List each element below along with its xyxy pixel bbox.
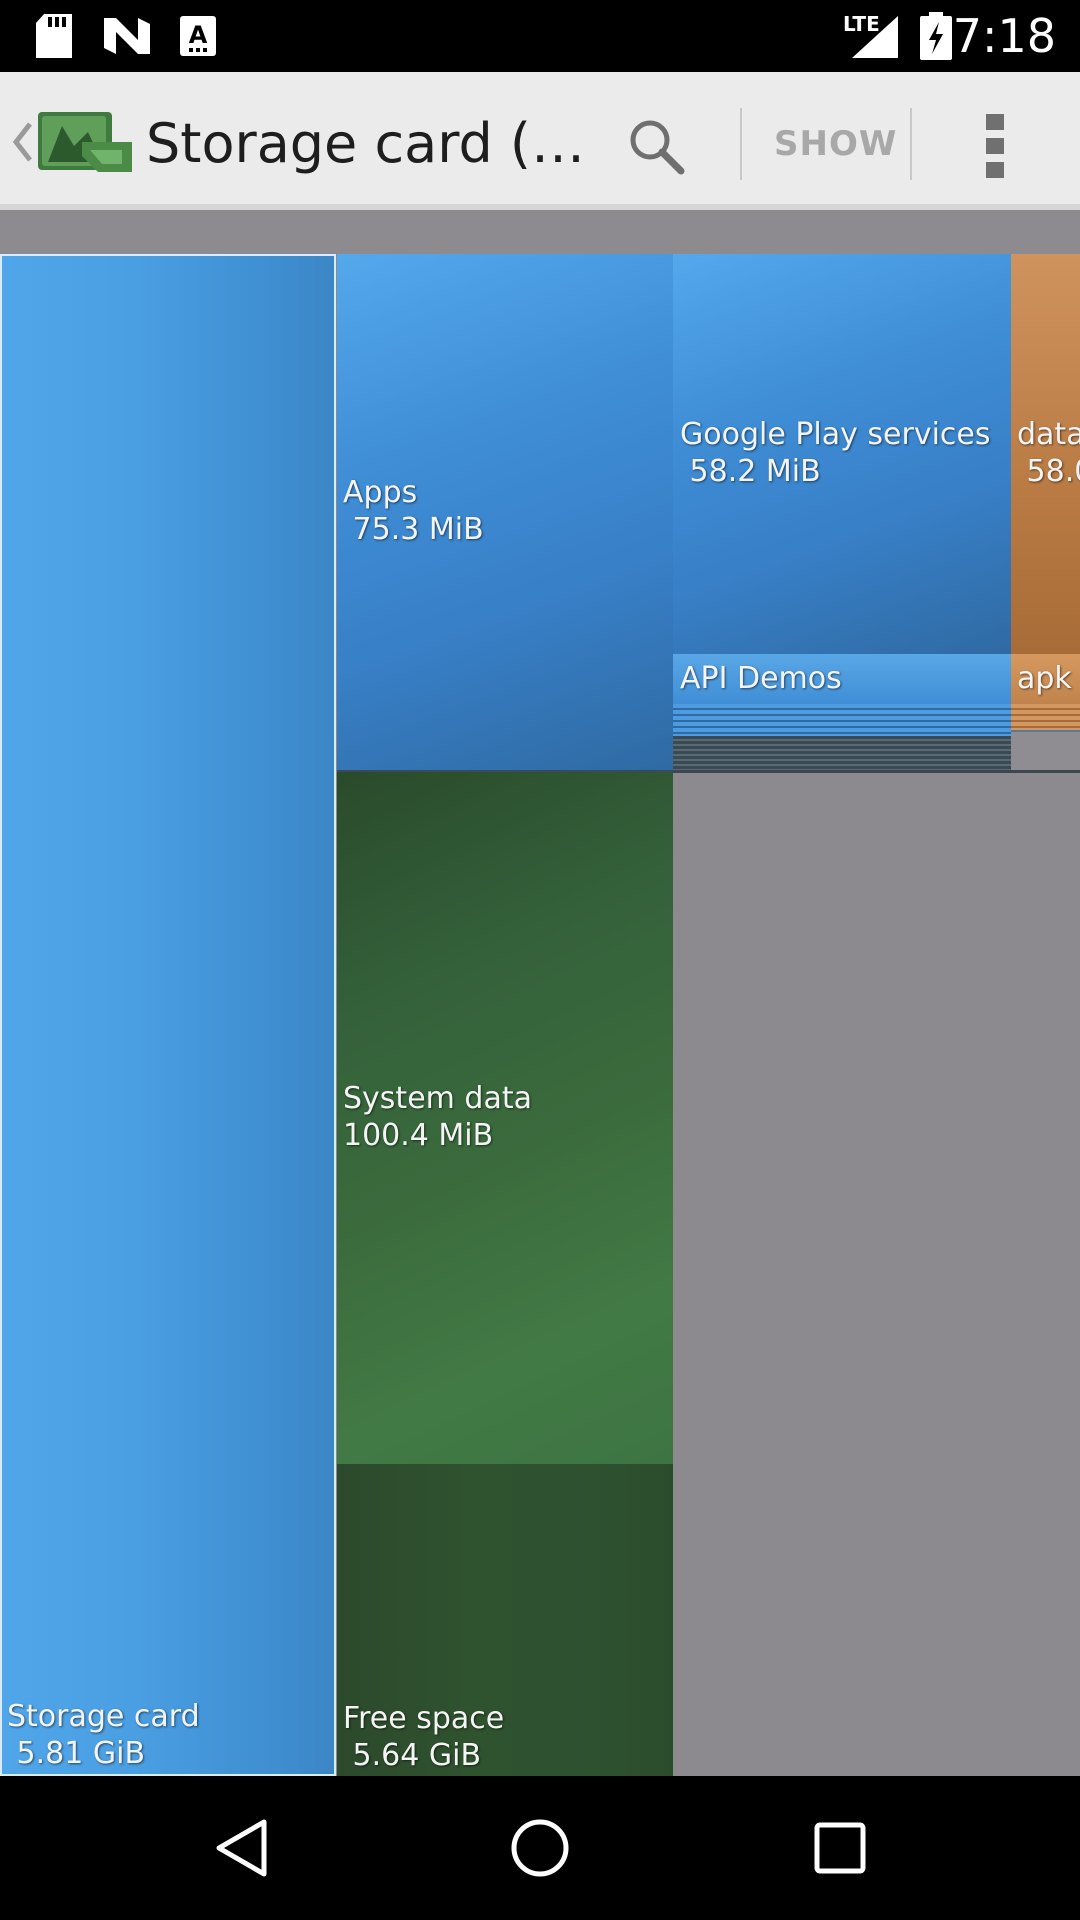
treemap: Storage card 5.81 GiB Apps 75.3 MiB Syst… — [0, 254, 1080, 1776]
search-icon[interactable] — [626, 116, 686, 176]
action-bar: Storage card (… SHOW — [0, 72, 1080, 210]
treemap-divider — [673, 770, 1080, 773]
cell-label: System data 100.4 MiB — [343, 1081, 532, 1153]
treemap-small-items[interactable] — [673, 736, 1011, 772]
overflow-menu-icon[interactable] — [984, 112, 1008, 178]
status-bar: A LTE 7:18 — [0, 0, 1080, 72]
page-title: Storage card (… — [146, 112, 585, 175]
clock: 7:18 — [952, 9, 1056, 63]
cell-label: API Demos — [680, 661, 842, 696]
cell-label: apk — [1017, 661, 1072, 696]
treemap-cell-api-demos[interactable]: API Demos — [673, 654, 1011, 704]
treemap-cell-apk[interactable]: apk — [1011, 654, 1080, 704]
svg-text:A: A — [189, 21, 208, 49]
cell-label: Google Play services 58.2 MiB — [680, 417, 991, 489]
treemap-small-items[interactable] — [673, 704, 1011, 736]
cell-label: data 58.0 — [1017, 417, 1080, 489]
cell-label: Free space 5.64 GiB — [343, 1701, 505, 1773]
n-logo-icon — [104, 18, 150, 54]
back-triangle-icon[interactable] — [214, 1818, 268, 1878]
treemap-cell-free-space[interactable]: Free space 5.64 GiB — [337, 1464, 673, 1776]
show-button[interactable]: SHOW — [774, 124, 898, 164]
treemap-cell-system-data[interactable]: System data 100.4 MiB — [337, 772, 673, 1464]
a-badge-icon: A — [180, 16, 216, 56]
treemap-cell-google-play-services[interactable]: Google Play services 58.2 MiB — [673, 254, 1011, 654]
treemap-small-items[interactable] — [1011, 704, 1080, 730]
treemap-empty-area — [673, 773, 1080, 1776]
header-strip — [0, 216, 1080, 254]
cell-label: Apps 75.3 MiB — [343, 475, 484, 547]
sd-card-icon — [36, 14, 72, 58]
action-divider — [740, 108, 742, 180]
treemap-gray-cell — [1011, 730, 1080, 772]
action-divider — [910, 108, 912, 180]
signal-icon — [852, 16, 898, 58]
recents-square-icon[interactable] — [814, 1822, 866, 1874]
app-logo-icon[interactable] — [38, 112, 132, 172]
navigation-bar — [0, 1776, 1080, 1920]
treemap-cell-data[interactable]: data 58.0 — [1011, 254, 1080, 654]
battery-charging-icon — [920, 12, 952, 60]
home-circle-icon[interactable] — [510, 1818, 570, 1878]
cell-label: Storage card 5.81 GiB — [7, 1699, 200, 1771]
network-type: LTE — [843, 12, 880, 36]
treemap-cell-storage-card[interactable]: Storage card 5.81 GiB — [0, 254, 336, 1776]
back-chevron-icon[interactable] — [12, 122, 34, 162]
treemap-cell-apps[interactable]: Apps 75.3 MiB — [337, 254, 673, 772]
